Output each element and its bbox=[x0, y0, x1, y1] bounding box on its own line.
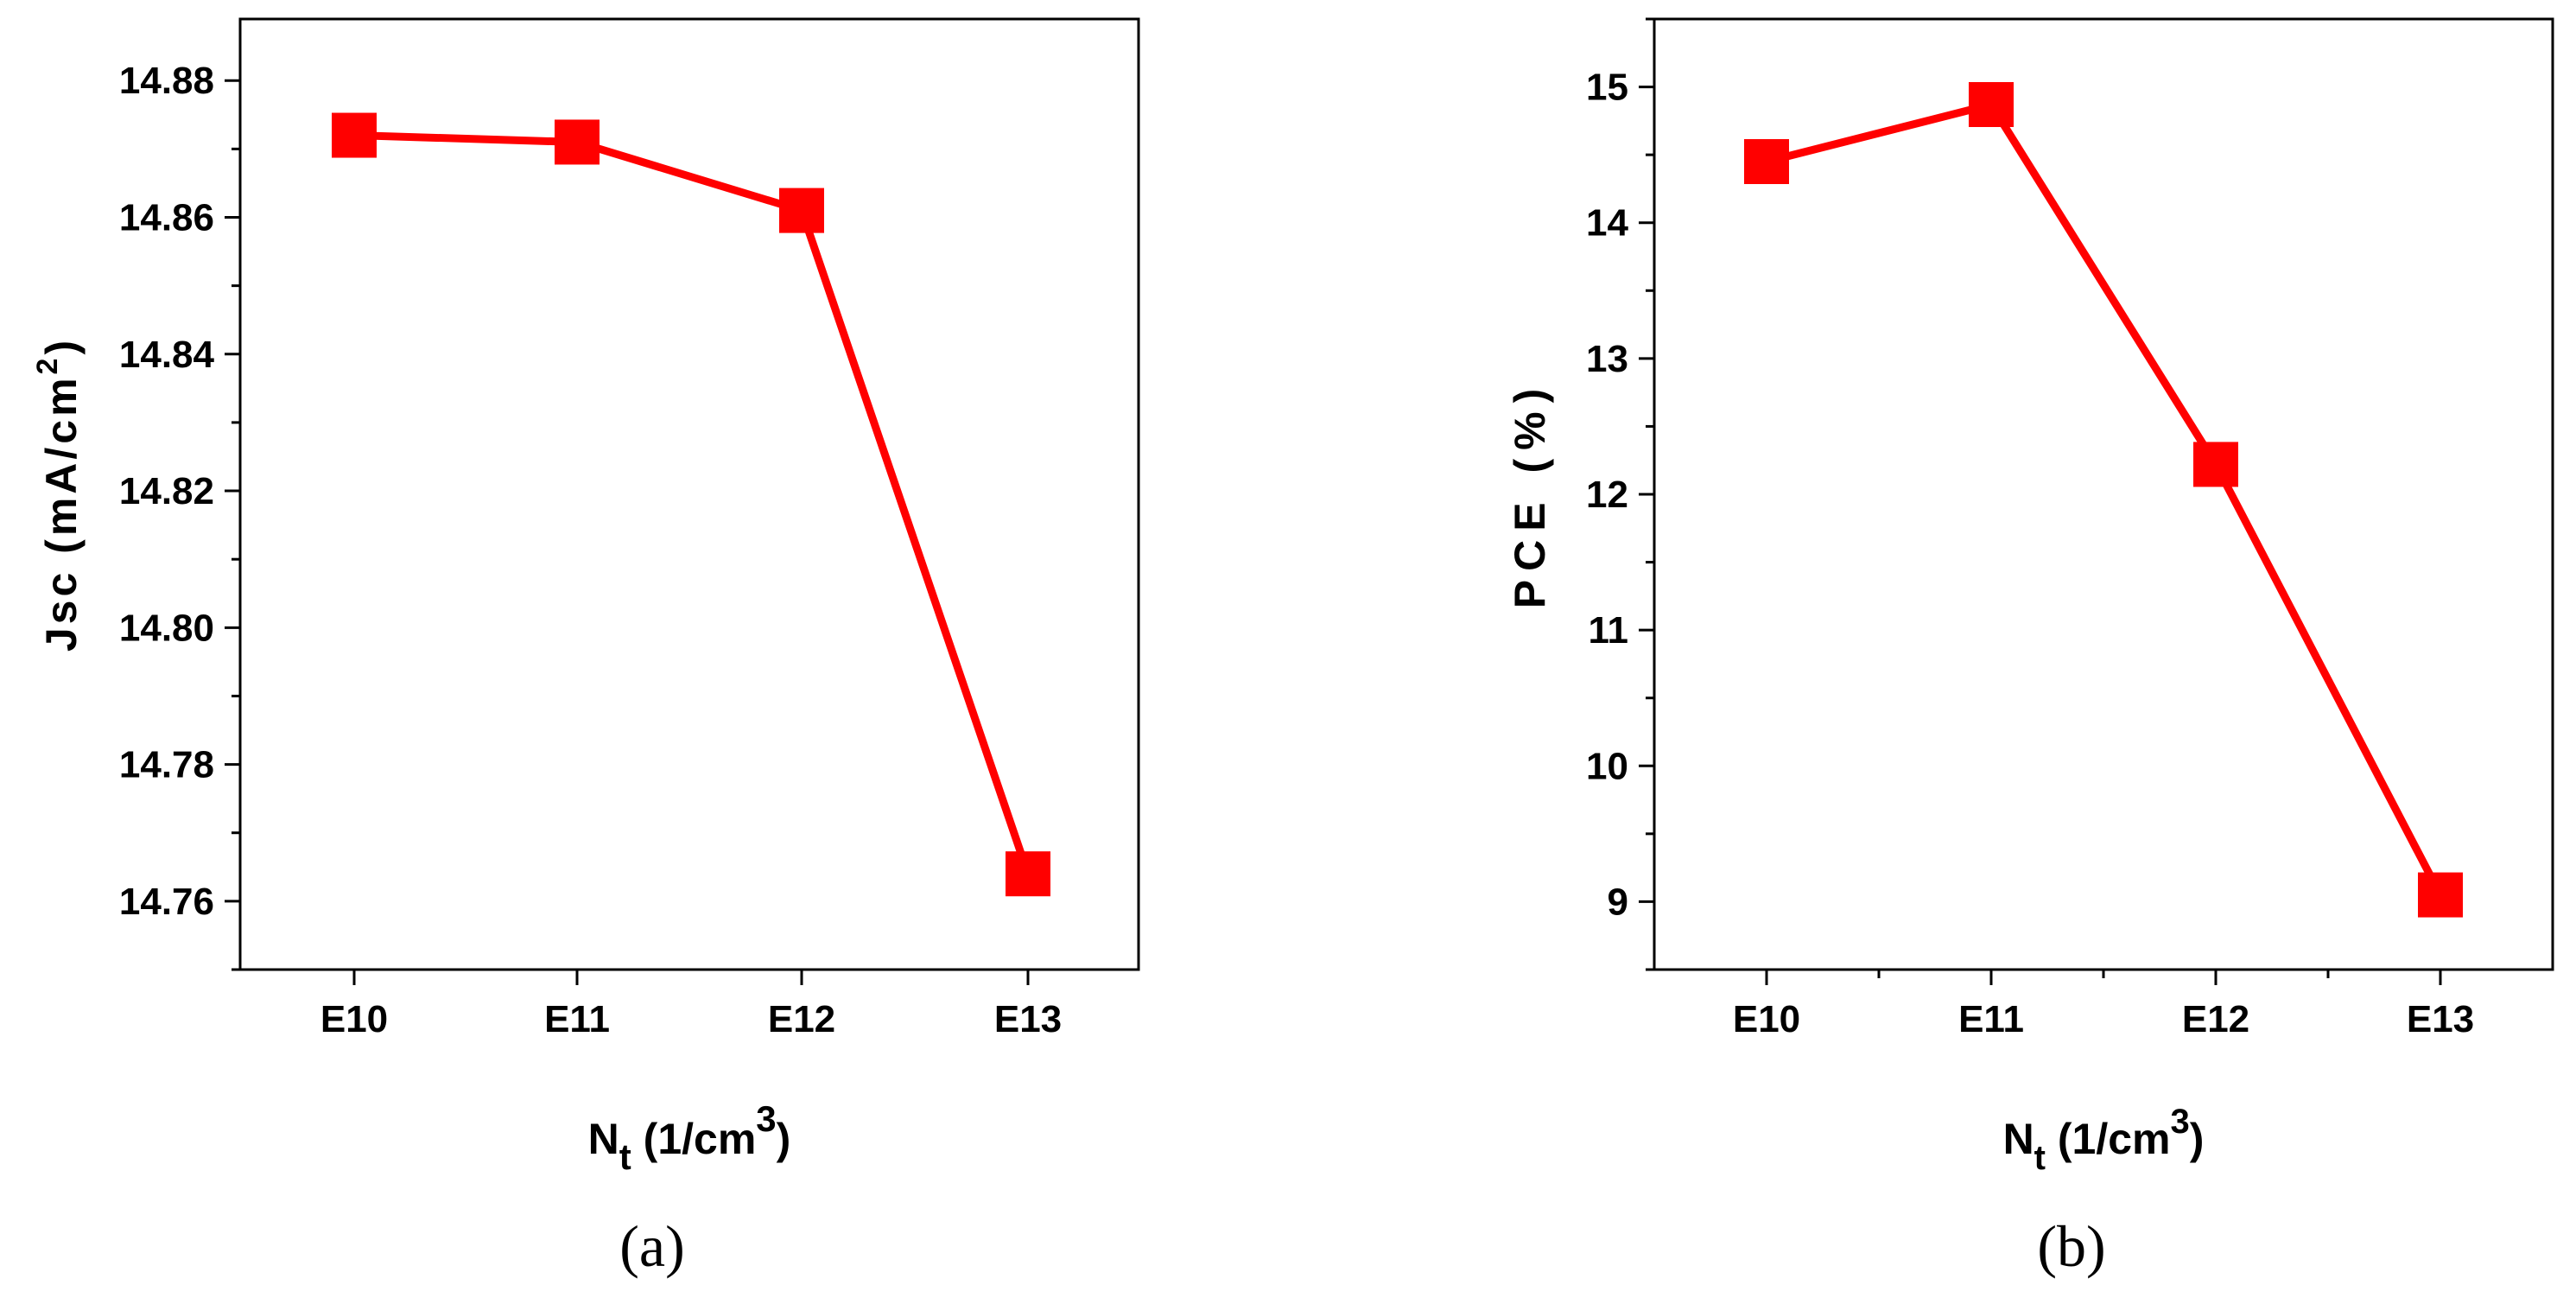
y-tick-label-b: 9 bbox=[1608, 881, 1628, 923]
panel-label-a: (a) bbox=[619, 1213, 684, 1279]
marks-a bbox=[332, 112, 1050, 897]
panel-label-b: (b) bbox=[2037, 1213, 2105, 1279]
data-point-a bbox=[555, 119, 600, 165]
y-tick-label-b: 11 bbox=[1588, 609, 1628, 652]
series-line-a bbox=[353, 131, 1032, 875]
data-point-b bbox=[2418, 872, 2463, 918]
y-tick-label-b: 10 bbox=[1586, 745, 1628, 787]
marks-b bbox=[1744, 82, 2463, 918]
y-tick-label-b: 12 bbox=[1586, 474, 1628, 516]
data-point-a bbox=[1006, 851, 1050, 897]
data-point-a bbox=[332, 112, 377, 158]
panel-a: 14.76 14.78 14.80 14.82 14.84 14.86 14.88 E10 E1… bbox=[31, 17, 1140, 1279]
y-tick-label-a: 14.80 bbox=[119, 607, 214, 649]
y-tick-label-a: 14.86 bbox=[119, 196, 214, 239]
y-tick-label-b: 13 bbox=[1586, 338, 1628, 380]
y-tick-label-a: 14.78 bbox=[119, 744, 214, 786]
x-tick-label-b: E11 bbox=[1958, 998, 2024, 1040]
x-tick-label-a: E11 bbox=[544, 998, 610, 1040]
y-axis-title-b: PCE (%) bbox=[1506, 380, 1554, 608]
ticks-a: 14.76 14.78 14.80 14.82 14.84 14.86 14.88 E10 E1… bbox=[119, 60, 1062, 1040]
x-tick-label-a: E13 bbox=[994, 998, 1062, 1040]
plot-frame-a bbox=[238, 17, 1140, 971]
x-axis-title-b: Nt (1/cm3) bbox=[2003, 1103, 2205, 1177]
data-point-b bbox=[2193, 442, 2238, 487]
data-point-a bbox=[779, 188, 824, 233]
panel-b: 9 10 11 12 13 14 15 E10 E11 E12 E13 PCE (%) Nt (1/… bbox=[1506, 17, 2554, 1279]
series-line-b bbox=[1765, 100, 2444, 897]
x-tick-label-a: E10 bbox=[320, 998, 388, 1040]
y-axis-title-a: Jsc (mA/cm2) bbox=[31, 337, 86, 652]
x-axis-title-a: Nt (1/cm3) bbox=[588, 1098, 791, 1177]
ticks-b: 9 10 11 12 13 14 15 E10 E11 E12 E13 bbox=[1586, 17, 2474, 1040]
y-tick-label-a: 14.84 bbox=[119, 334, 215, 376]
x-tick-label-b: E12 bbox=[2182, 998, 2249, 1040]
x-tick-label-b: E13 bbox=[2407, 998, 2474, 1040]
y-tick-label-a: 14.76 bbox=[119, 881, 214, 923]
x-tick-label-b: E10 bbox=[1733, 998, 1800, 1040]
x-tick-label-a: E12 bbox=[768, 998, 835, 1040]
data-point-b bbox=[1969, 82, 2014, 127]
y-tick-label-b: 14 bbox=[1586, 202, 1628, 245]
y-tick-label-a: 14.88 bbox=[119, 60, 214, 102]
y-tick-label-a: 14.82 bbox=[119, 470, 214, 512]
y-tick-label-b: 15 bbox=[1586, 67, 1628, 109]
data-point-b bbox=[1744, 139, 1789, 184]
